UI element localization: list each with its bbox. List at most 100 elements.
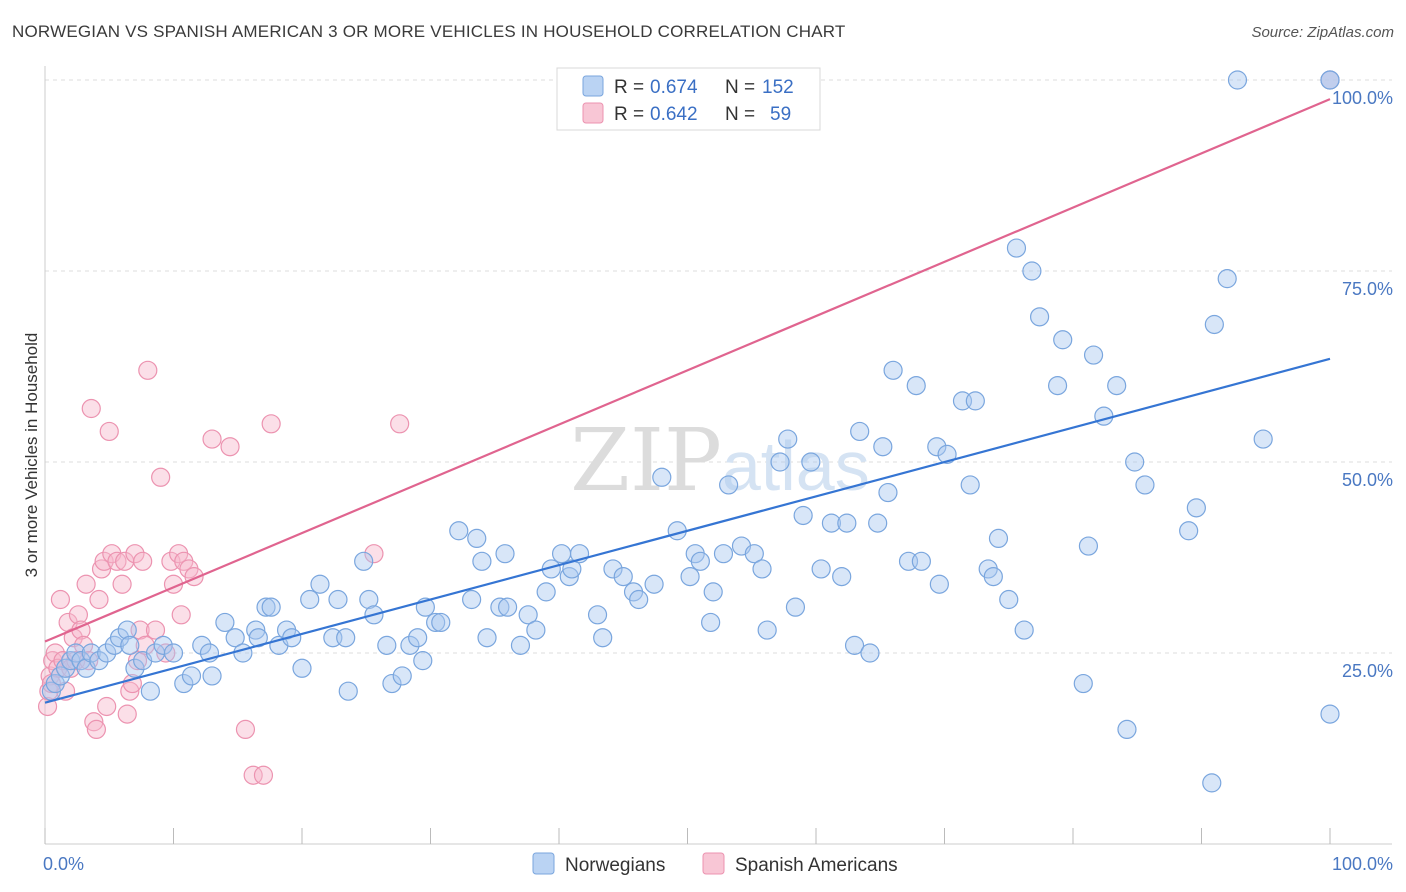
norwegians-point: [911, 551, 931, 571]
norwegians-point: [1107, 376, 1127, 396]
norwegians-point: [1253, 429, 1273, 449]
legend-r-value-1: 0.674: [650, 77, 698, 98]
legend-r-label-1: R =: [614, 77, 644, 98]
spanish-americans-point: [120, 681, 140, 701]
tick-labels: 25.0% 50.0% 75.0% 100.0% 0.0% 100.0%: [43, 88, 1393, 874]
norwegians-point: [490, 597, 510, 617]
norwegians-point: [518, 605, 538, 625]
norwegians-point: [462, 589, 482, 610]
norwegians-point: [965, 391, 985, 411]
norwegians-point: [927, 437, 947, 457]
norwegians-point: [613, 566, 633, 587]
norwegians-point: [1320, 70, 1340, 90]
norwegians-point: [785, 597, 806, 617]
norwegians-point: [593, 628, 613, 648]
norwegians-point: [89, 651, 109, 671]
norwegians-point: [192, 635, 212, 655]
norwegians-point: [644, 574, 664, 594]
norwegians-point: [359, 589, 379, 610]
spanish-americans-point: [86, 719, 107, 740]
norwegians-point: [338, 681, 358, 701]
legend-norwegians-swatch: [582, 75, 604, 97]
norwegians-point: [1047, 376, 1068, 396]
norwegians-point: [778, 429, 798, 449]
spanish-americans-point: [50, 589, 71, 610]
norwegians-point: [850, 421, 870, 442]
norwegians-point: [202, 666, 222, 686]
norwegians-point: [906, 376, 926, 396]
y-axis-label: 3 or more Vehicles in Household: [22, 333, 41, 578]
spanish-americans-point: [390, 414, 410, 434]
y-tick-label: 25.0%: [1342, 661, 1393, 681]
spanish-americans-point: [37, 696, 58, 717]
norwegians-point: [999, 589, 1019, 610]
spanish-americans-point: [91, 559, 112, 579]
spanish-americans-point: [97, 696, 117, 717]
norwegians-point: [652, 467, 672, 487]
norwegians-point: [328, 589, 348, 610]
norwegians-point: [246, 620, 266, 640]
norwegians-point: [413, 651, 433, 671]
norwegians-point: [1073, 673, 1093, 694]
bottom-legend-norwegians-swatch: [532, 852, 555, 875]
norwegians-point: [1179, 521, 1199, 541]
x-tick-label: 0.0%: [43, 854, 84, 874]
norwegians-point: [510, 635, 531, 655]
norwegians-point: [1125, 452, 1145, 472]
spanish-americans-point: [156, 643, 176, 663]
norwegians-point: [929, 574, 949, 594]
bottom-legend-spanish-label: Spanish Americans: [735, 855, 898, 876]
trend-lines: [44, 98, 1331, 704]
norwegians-point: [215, 612, 235, 633]
norwegians-point: [426, 612, 446, 633]
watermark: ZIPatlas: [570, 411, 869, 511]
spanish-americans-point: [45, 643, 65, 663]
norwegians-point: [117, 620, 137, 640]
norwegians-point: [873, 437, 893, 457]
norwegians-point: [562, 559, 582, 579]
norwegians-point: [937, 444, 957, 464]
legend-r-value-2: 0.642: [650, 104, 698, 125]
norwegians-point: [400, 635, 420, 655]
norwegians-point: [1053, 330, 1073, 350]
bottom-legend-spanish-swatch: [702, 852, 725, 875]
legend-spanish-swatch: [582, 102, 604, 124]
spanish-americans-point: [112, 574, 132, 594]
norwegians-point: [559, 566, 579, 587]
norwegians-point: [125, 658, 145, 678]
norwegians-point: [392, 666, 412, 686]
chart-title: NORWEGIAN VS SPANISH AMERICAN 3 OR MORE …: [12, 22, 846, 41]
spanish-americans-point: [253, 765, 274, 785]
spanish-americans-point: [73, 635, 94, 655]
y-tick-label: 75.0%: [1342, 279, 1393, 299]
norwegians-point: [860, 643, 880, 663]
norwegians-point: [844, 635, 865, 655]
norwegians-point: [1078, 536, 1099, 556]
spanish-americans-point: [243, 765, 263, 785]
norwegians-point: [551, 544, 572, 564]
norwegians-point: [1006, 238, 1027, 258]
norwegians-point: [680, 566, 700, 587]
spanish-americans-trendline: [44, 98, 1331, 643]
legend-n-value-1: 152: [762, 77, 794, 98]
norwegians-point: [757, 620, 777, 640]
norwegians-point: [690, 551, 710, 571]
norwegians-point: [261, 597, 281, 617]
norwegians-point: [140, 681, 160, 701]
norwegians-point: [181, 666, 202, 686]
spanish-americans-point: [125, 544, 145, 564]
norwegians-point: [536, 582, 556, 602]
norwegians-point: [1029, 307, 1050, 327]
spanish-americans-point: [89, 589, 109, 610]
legend-r-label-2: R =: [614, 104, 644, 125]
norwegians-point: [744, 544, 764, 564]
norwegians-point: [300, 589, 320, 610]
norwegians-point: [495, 544, 515, 564]
norwegians-point: [1083, 345, 1104, 365]
y-tick-label: 50.0%: [1342, 470, 1393, 490]
norwegians-point: [526, 620, 546, 640]
norwegians-trendline: [44, 357, 1331, 704]
norwegians-point: [703, 582, 723, 602]
spanish-americans-point: [117, 704, 137, 724]
